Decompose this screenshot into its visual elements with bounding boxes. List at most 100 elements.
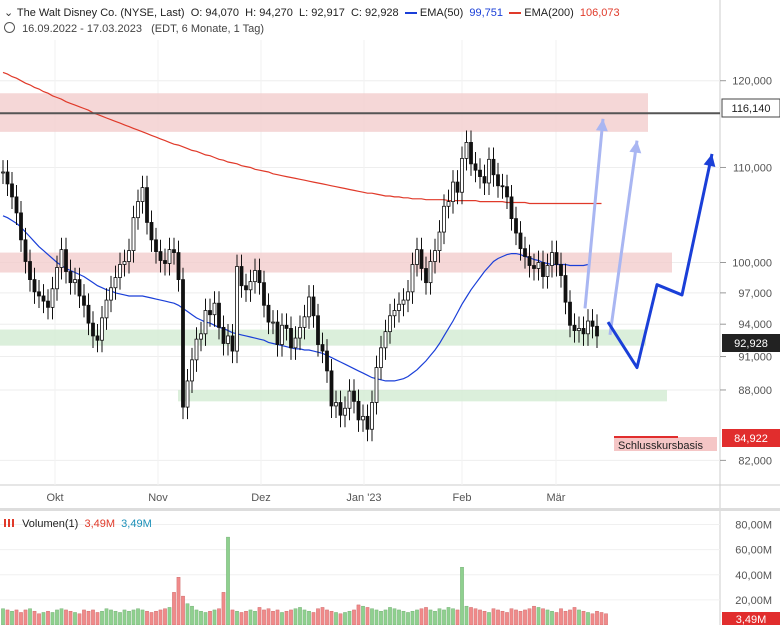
candle-body — [527, 256, 532, 266]
candle-body — [302, 316, 307, 328]
volume-bar — [491, 608, 496, 625]
volume-bar — [442, 609, 446, 625]
y-tick-label: 120,000 — [732, 76, 772, 88]
volume-bar — [590, 613, 595, 625]
volume-bar — [392, 608, 397, 625]
volume-bar — [343, 612, 347, 625]
y-tick-label: 100,000 — [732, 258, 772, 270]
volume-bar — [253, 610, 257, 625]
collapse-chevron-icon[interactable]: ⌄ — [4, 7, 14, 19]
candle-body — [230, 335, 235, 352]
volume-bar — [338, 613, 343, 625]
candle-body — [32, 279, 37, 293]
candle-body — [325, 350, 329, 372]
candle-body — [451, 181, 455, 202]
ema50-value: 99,751 — [469, 7, 504, 19]
x-tick-label: Nov — [148, 492, 168, 504]
volume-bar — [118, 612, 122, 625]
candle-body — [338, 402, 343, 416]
candle-body — [266, 304, 271, 323]
y-tick-label: 91,000 — [738, 352, 772, 364]
volume-bar — [145, 610, 149, 625]
candle-body — [127, 250, 131, 262]
volume-bar — [487, 612, 491, 625]
volume-bar — [410, 610, 415, 625]
candle-body — [190, 359, 194, 382]
candles — [1, 130, 599, 442]
chart-subheader: 16.09.2022 - 17.03.2023 (EDT, 6 Monate, … — [4, 22, 264, 35]
volume-bar — [32, 610, 37, 625]
volume-bar — [599, 612, 604, 625]
volume-bar — [307, 610, 311, 625]
volume-bar — [109, 609, 113, 625]
volume-bar — [208, 610, 212, 625]
candle-body — [167, 249, 172, 264]
volume-bar — [275, 609, 280, 625]
volume-bar — [203, 612, 208, 625]
axis-labels: 120,000 110,000 100,000 97,000 94,000 91,000 8… — [46, 76, 772, 504]
low-value: L: 92,917 — [298, 7, 345, 19]
date-range: 16.09.2022 - 17.03.2023 — [22, 23, 142, 35]
volume-tick-label: 80,00M — [735, 520, 772, 532]
volume-bar — [532, 605, 536, 625]
volume-bar — [122, 609, 127, 625]
candle-body — [572, 324, 577, 331]
forecast-arrow-light-1 — [583, 118, 605, 309]
volume-bar — [77, 613, 82, 625]
volume-bar — [14, 609, 19, 625]
candle-body — [532, 265, 536, 269]
candle-body — [5, 171, 10, 185]
candle-body — [550, 252, 554, 266]
volume-bar — [379, 610, 383, 625]
candle-body — [595, 325, 599, 337]
volume-bar — [581, 610, 586, 625]
svg-text:92,928: 92,928 — [734, 338, 768, 350]
volume-bar — [239, 612, 244, 625]
candle-body — [334, 402, 338, 407]
candle-body — [433, 250, 437, 262]
candle-body — [212, 302, 217, 316]
candle-body — [343, 407, 347, 416]
candle-body — [104, 299, 109, 319]
volume-bar — [509, 608, 514, 625]
volume-bar — [604, 613, 608, 625]
candle-body — [563, 275, 568, 303]
volume-bar — [550, 610, 554, 625]
volume-tick-label: 40,00M — [735, 570, 772, 582]
candle-body — [136, 201, 140, 219]
volume-bar — [131, 609, 136, 625]
high-value: H: 94,270 — [245, 7, 293, 19]
volume-bar — [136, 608, 140, 625]
volume-bar — [311, 612, 316, 625]
volume-bar — [455, 609, 460, 625]
volume-bar — [226, 536, 230, 625]
candle-body — [14, 196, 19, 214]
candle-body — [397, 303, 401, 311]
volume-bar — [289, 609, 293, 625]
x-tick-label: Dez — [251, 492, 271, 504]
volume-bar — [86, 610, 91, 625]
candle-body — [482, 176, 487, 184]
volume-bar — [401, 610, 406, 625]
candle-body — [77, 279, 82, 297]
volume-bar — [433, 610, 437, 625]
candle-body — [145, 187, 149, 223]
candle-body — [64, 249, 68, 272]
candle-body — [406, 291, 410, 301]
volume-bar — [199, 610, 203, 625]
volume-bar — [500, 610, 505, 625]
candle-body — [23, 239, 28, 262]
volume-bar — [5, 609, 10, 625]
candle-body — [253, 270, 257, 283]
candle-body — [383, 331, 388, 349]
candle-body — [464, 142, 469, 159]
candle-body — [50, 288, 55, 308]
volume-bar — [10, 610, 14, 625]
candle-body — [442, 205, 446, 233]
volume-bar — [464, 605, 469, 625]
x-tick-label: Mär — [547, 492, 566, 504]
forecast-arrow-main-head — [703, 153, 716, 167]
ema200-value: 106,073 — [579, 7, 620, 19]
y-tick-label: 88,000 — [738, 385, 772, 397]
volume-bar — [361, 605, 365, 625]
